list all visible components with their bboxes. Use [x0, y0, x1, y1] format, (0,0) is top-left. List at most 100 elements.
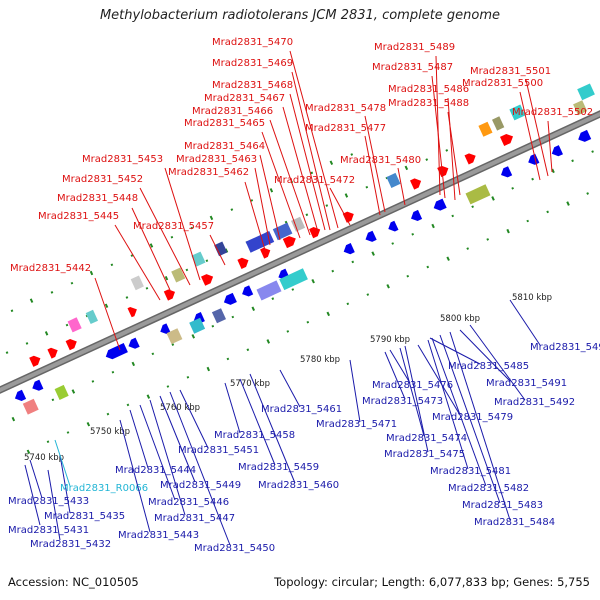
gene-leader-line — [269, 119, 311, 236]
gene-label: Mrad2831_5461 — [261, 404, 342, 415]
tick-mark — [125, 296, 129, 299]
forward-gene-arrow — [282, 236, 296, 249]
tick-mark — [305, 213, 309, 217]
forward-gene-arrow — [410, 178, 422, 190]
gene-leader-line — [139, 187, 191, 286]
gene-label: Mrad2831_5458 — [214, 430, 295, 441]
gene-label: Mrad2831_5448 — [57, 193, 138, 204]
gene-leader-line — [47, 469, 61, 541]
tick-mark — [104, 303, 109, 309]
tick-mark — [164, 275, 169, 281]
tick-mark — [211, 324, 215, 328]
forward-gene-arrow — [47, 347, 58, 359]
tick-mark — [44, 331, 49, 336]
tick-mark — [325, 204, 329, 207]
gene-leader-line — [547, 120, 553, 173]
gene-leader-line — [525, 79, 549, 177]
gene-label: Mrad2831_5447 — [154, 513, 235, 524]
gene-label: Mrad2831_5480 — [340, 155, 421, 166]
genome-backbone-highlight — [0, 111, 600, 393]
gene-leader-line — [261, 131, 301, 239]
gene-leader-line — [447, 111, 461, 196]
gene-label: Mrad2831_5443 — [118, 530, 199, 541]
tick-mark — [185, 268, 189, 272]
gene-leader-line — [397, 167, 406, 206]
gene-leader-line — [447, 97, 456, 201]
tick-mark — [206, 366, 211, 372]
gene-block — [509, 104, 526, 121]
scale-tick-label: 5750 kbp — [90, 427, 130, 437]
tick-mark — [29, 298, 34, 303]
reverse-gene-arrow — [433, 198, 447, 211]
tick-mark — [66, 431, 70, 434]
forward-gene-arrow — [342, 211, 354, 223]
tick-mark — [350, 153, 354, 156]
reverse-gene-arrow — [365, 230, 377, 242]
forward-gene-arrow — [201, 274, 214, 286]
forward-gene-arrow — [464, 153, 476, 165]
tick-mark — [329, 160, 334, 166]
forward-gene-arrow — [127, 307, 137, 318]
reverse-gene-arrow — [242, 285, 254, 297]
gene-label: Mrad2831_5462 — [168, 167, 249, 178]
tick-mark — [445, 149, 449, 152]
tick-mark — [25, 342, 29, 345]
reverse-gene-arrow — [501, 166, 513, 178]
tick-mark — [10, 309, 14, 313]
gene-label: Mrad2831_5479 — [432, 412, 513, 423]
gene-label: Mrad2831_5450 — [194, 543, 275, 554]
scale-tick-label: 5800 kbp — [440, 314, 480, 324]
tick-mark — [65, 323, 69, 327]
gene-leader-line — [389, 349, 411, 384]
gene-label: Mrad2831_5471 — [316, 419, 397, 430]
gene-leader-line — [59, 454, 71, 514]
gene-label: Mrad2831_5477 — [305, 123, 386, 134]
gene-label: Mrad2831_5453 — [82, 154, 163, 165]
scale-tick-label: 5780 kbp — [300, 355, 340, 365]
tick-mark — [50, 290, 54, 294]
tick-mark — [266, 339, 271, 344]
tick-mark — [91, 380, 95, 383]
topology-summary: Topology: circular; Length: 6,077,833 bp… — [274, 575, 590, 589]
gene-label: Mrad2831_5481 — [430, 466, 511, 477]
tick-mark — [191, 334, 196, 339]
tick-mark — [431, 223, 435, 229]
gene-block — [245, 231, 275, 253]
forward-gene-arrow — [437, 165, 449, 178]
gene-leader-line — [427, 339, 469, 470]
gene-leader-line — [291, 71, 331, 231]
tick-mark — [531, 177, 534, 181]
gene-block — [256, 280, 282, 301]
gene-label: Mrad2831_5491 — [486, 378, 567, 389]
tick-mark — [426, 265, 430, 269]
tick-mark — [371, 251, 375, 256]
gene-label: Mrad2831_5432 — [30, 539, 111, 550]
gene-leader-line — [384, 351, 406, 400]
gene-label: Mrad2831_5467 — [204, 93, 285, 104]
forward-gene-arrow — [309, 227, 321, 239]
tick-mark — [106, 412, 110, 416]
tick-mark — [486, 238, 490, 241]
tick-row-inner-bottom — [11, 150, 594, 422]
tick-mark — [171, 343, 175, 346]
gene-label: Mrad2831_5459 — [238, 462, 319, 473]
reverse-gene-arrow — [551, 145, 563, 157]
gene-leader-line — [417, 344, 461, 416]
gene-block — [22, 398, 39, 415]
gene-leader-line — [289, 93, 326, 231]
gene-leader-line — [169, 391, 231, 546]
tick-mark — [111, 370, 115, 374]
scale-tick-label: 5760 kbp — [160, 403, 200, 413]
reverse-gene-arrow — [411, 209, 423, 221]
tick-mark — [231, 315, 235, 319]
gene-leader-line — [129, 409, 149, 469]
forward-gene-arrow — [500, 134, 513, 146]
tick-mark — [246, 348, 250, 352]
forward-gene-arrow — [163, 289, 175, 301]
gene-label: Mrad2831_5486 — [388, 84, 469, 95]
gene-label: Mrad2831_5435 — [44, 511, 125, 522]
gene-leader-line — [449, 331, 511, 521]
tick-mark — [425, 158, 429, 161]
tick-mark — [269, 188, 274, 193]
tick-mark — [566, 201, 570, 206]
